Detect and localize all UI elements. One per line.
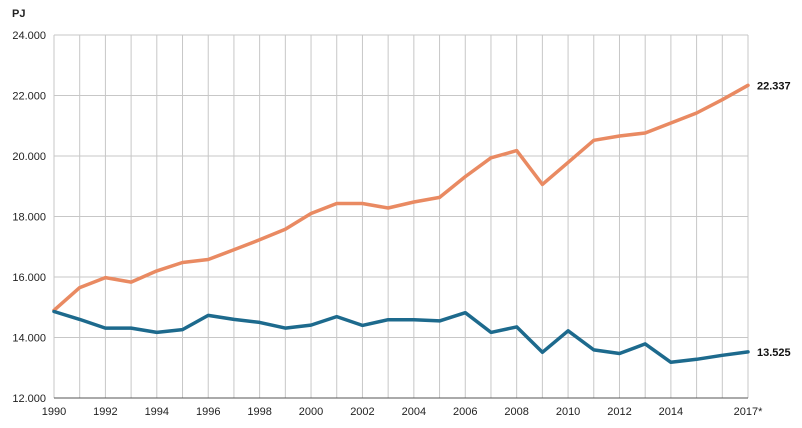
x-tick-label: 2010 (556, 406, 580, 418)
end-value-label-blue: 13.525 (757, 347, 791, 359)
y-tick-label: 20.000 (12, 151, 46, 163)
x-tick-label: 1998 (247, 406, 271, 418)
x-tick-label: 1990 (42, 406, 66, 418)
x-tick-label: 1996 (196, 406, 220, 418)
x-tick-label: 2017* (734, 406, 763, 418)
x-tick-label: 2012 (607, 406, 631, 418)
x-tick-label: 2006 (453, 406, 477, 418)
end-value-labels: 22.337 13.525 (757, 80, 791, 359)
y-tick-label: 14.000 (12, 333, 46, 345)
x-tick-label: 1992 (93, 406, 117, 418)
y-tick-label: 18.000 (12, 212, 46, 224)
grid-lines (53, 34, 749, 399)
x-tick-label: 2002 (350, 406, 374, 418)
y-axis-unit-label: PJ (12, 8, 25, 20)
series-line-blue (52, 309, 750, 365)
end-value-label-orange: 22.337 (757, 80, 791, 92)
x-axis-ticks: 1990 1992 1994 1996 1998 2000 2002 2004 2006 2008… (42, 406, 763, 418)
x-tick-label: 2008 (504, 406, 528, 418)
series-lines (52, 83, 750, 365)
y-axis-ticks: 12.000 14.000 16.000 18.000 20.000 22.000 24.0… (12, 30, 46, 405)
y-tick-label: 22.000 (12, 91, 46, 103)
x-tick-label: 2000 (299, 406, 323, 418)
y-tick-label: 12.000 (12, 393, 46, 405)
y-tick-label: 16.000 (12, 272, 46, 284)
series-line-orange (52, 83, 750, 313)
y-tick-label: 24.000 (12, 30, 46, 42)
x-tick-label: 1994 (145, 406, 169, 418)
x-tick-label: 2004 (402, 406, 426, 418)
x-tick-label: 2014 (659, 406, 683, 418)
